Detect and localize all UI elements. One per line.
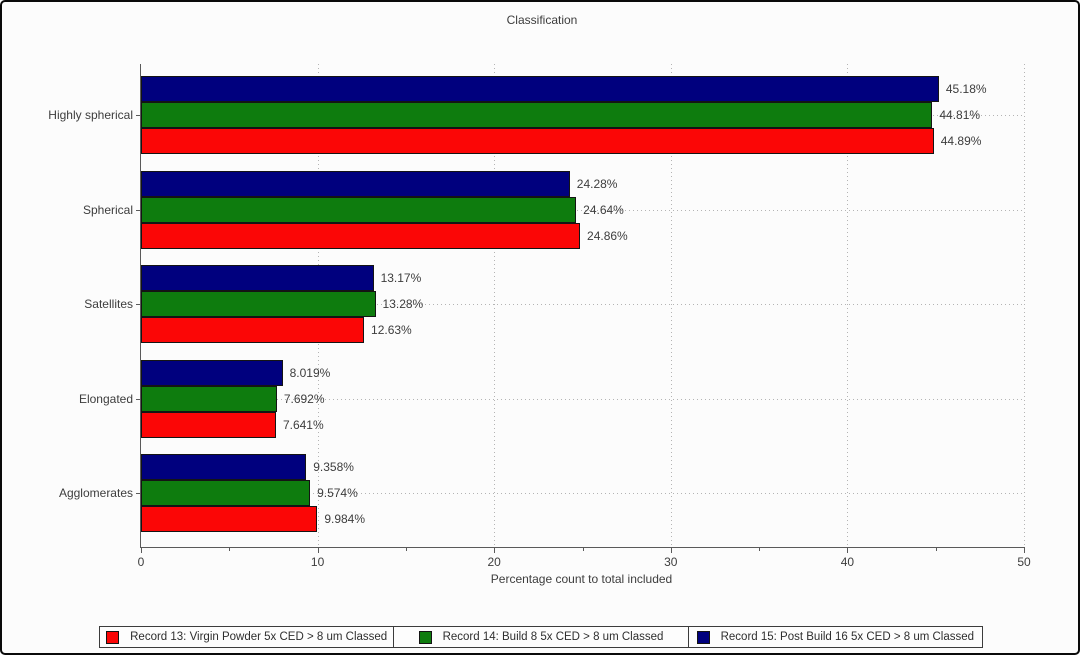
bar xyxy=(141,196,577,223)
bar xyxy=(141,170,570,197)
bar-value-label: 7.641% xyxy=(282,417,324,432)
plot-area: 45.18% 44.81% 44.89% Highly spherical 24.28%… xyxy=(48,64,1031,569)
bar-value-label: 13.28% xyxy=(382,297,424,311)
bar xyxy=(141,76,939,102)
bar xyxy=(141,359,283,386)
horizontal-gridline xyxy=(141,304,1024,305)
legend-swatch xyxy=(106,630,120,644)
vertical-gridline xyxy=(847,64,849,547)
x-axis-tick xyxy=(670,547,672,553)
bar-value-label: 24.28% xyxy=(576,176,618,191)
bar-value-label: 44.81% xyxy=(939,108,981,122)
x-axis-tick xyxy=(935,547,937,551)
vertical-gridline xyxy=(494,64,496,547)
bar-value-label: 13.17% xyxy=(380,271,422,285)
legend-swatch xyxy=(418,630,432,644)
bar-value-label: 9.358% xyxy=(313,460,354,474)
bar xyxy=(141,128,934,154)
bar-value-label: 9.574% xyxy=(317,486,358,500)
bar-value-label: 24.64% xyxy=(583,202,624,217)
x-tick-label: 10 xyxy=(310,555,325,569)
x-tick-label: 0 xyxy=(137,555,145,569)
x-axis-tick xyxy=(405,547,407,551)
bar-value-label: 8.019% xyxy=(289,365,331,380)
bar xyxy=(141,265,374,291)
category-label: Satellites xyxy=(84,297,133,311)
bar-value-label: 45.18% xyxy=(945,82,987,96)
x-tick-label: 20 xyxy=(487,555,501,569)
bar xyxy=(141,222,581,249)
x-tick-label: 40 xyxy=(840,555,855,569)
x-axis-tick xyxy=(847,547,849,553)
x-axis-tick xyxy=(494,547,496,553)
x-tick-label: 30 xyxy=(664,555,678,569)
bar xyxy=(141,385,277,412)
bar-value-label: 9.984% xyxy=(324,512,366,526)
category-label: Highly spherical xyxy=(48,108,133,122)
category-tick xyxy=(136,115,141,116)
legend-label: Record 15: Post Build 16 5x CED > 8 um C… xyxy=(720,631,975,643)
legend-swatch xyxy=(696,630,710,644)
bar xyxy=(141,291,376,317)
x-axis-tick xyxy=(141,547,142,553)
bar xyxy=(141,454,307,480)
x-axis-title: Percentage count to total included xyxy=(490,572,673,586)
bar xyxy=(141,506,318,532)
bar xyxy=(141,317,365,343)
category-tick xyxy=(136,304,141,305)
category-label: Spherical xyxy=(82,202,133,217)
x-axis-tick xyxy=(229,547,231,551)
horizontal-gridline xyxy=(141,493,1024,494)
legend-label: Record 13: Virgin Powder 5x CED > 8 um C… xyxy=(130,631,388,643)
x-tick-label: 50 xyxy=(1017,555,1031,569)
legend-item: Record 15: Post Build 16 5x CED > 8 um C… xyxy=(687,626,983,648)
vertical-gridline xyxy=(670,64,672,547)
category-tick xyxy=(136,209,141,211)
bar xyxy=(141,411,276,438)
bar-value-label: 24.86% xyxy=(587,228,628,243)
category-label: Elongated xyxy=(78,391,133,406)
x-axis-tick xyxy=(582,547,584,551)
bar-value-label: 7.692% xyxy=(283,391,325,406)
legend-label: Record 14: Build 8 5x CED > 8 um Classed xyxy=(442,631,664,643)
category-label: Agglomerates xyxy=(58,486,133,500)
bar-value-label: 12.63% xyxy=(371,323,412,337)
bar xyxy=(141,480,311,506)
bar-value-label: 44.89% xyxy=(940,134,982,148)
legend-item: Record 14: Build 8 5x CED > 8 um Classed xyxy=(393,626,689,648)
x-axis-tick xyxy=(759,547,761,551)
category-tick xyxy=(136,398,141,400)
legend: Record 13: Virgin Powder 5x CED > 8 um C… xyxy=(99,626,983,648)
x-axis-tick xyxy=(1024,547,1025,553)
horizontal-gridline xyxy=(141,209,1024,211)
horizontal-gridline xyxy=(141,398,1024,400)
category-tick xyxy=(136,493,141,494)
x-axis-tick xyxy=(317,547,319,553)
chart-title: Classification xyxy=(506,13,578,27)
legend-item: Record 13: Virgin Powder 5x CED > 8 um C… xyxy=(99,626,395,648)
vertical-gridline xyxy=(1024,64,1025,547)
bar xyxy=(141,102,933,128)
